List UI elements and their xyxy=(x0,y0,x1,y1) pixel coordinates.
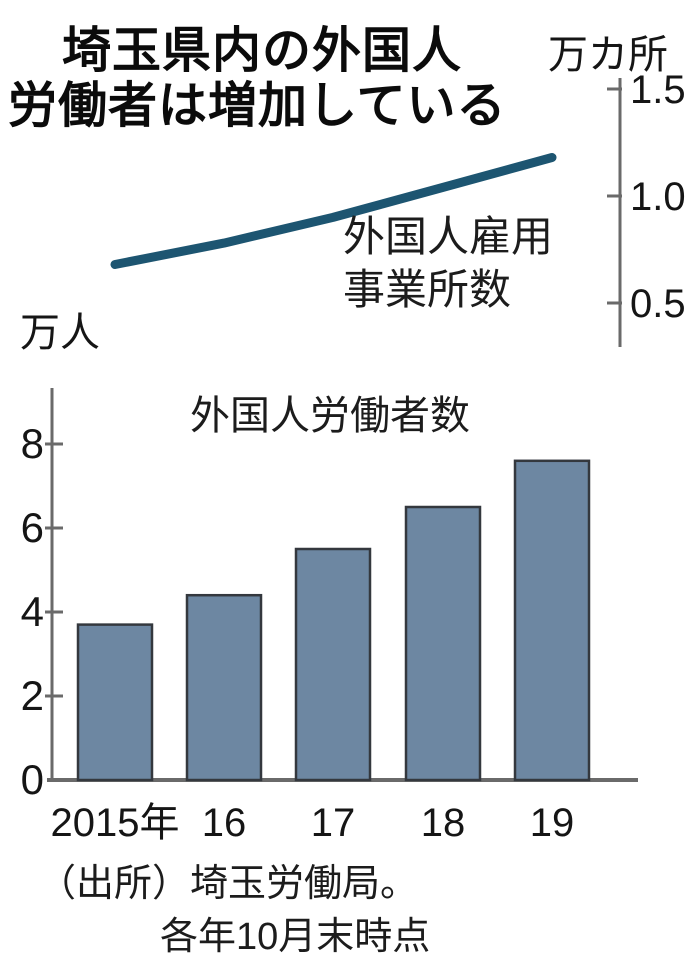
bar-chart-x-tick-label: 2015年 xyxy=(51,801,180,845)
page-title: 埼玉県内の外国人 労働者は増加している xyxy=(8,24,507,134)
line-chart-y-tick-label: 1.0 xyxy=(630,175,686,219)
line-chart-y-tick-label: 1.5 xyxy=(630,68,686,112)
line-series-label-line-1: 外国人雇用 xyxy=(343,213,554,260)
bar-chart-y-tick-label: 6 xyxy=(21,504,44,551)
bar-chart-x-tick-label: 17 xyxy=(311,801,356,845)
page-title-line-2: 労働者は増加している xyxy=(8,79,507,133)
page-title-line-1: 埼玉県内の外国人 xyxy=(62,24,463,78)
line-series-label-line-2: 事業所数 xyxy=(343,266,512,313)
line-series-label: 外国人雇用 事業所数 xyxy=(343,210,553,316)
bar-chart-title: 外国人労働者数 xyxy=(190,394,470,438)
line-chart-y-tick-label: 0.5 xyxy=(630,282,686,326)
bar-chart-y-tick-label: 8 xyxy=(21,420,44,467)
source-note-line-2: 各年10月末時点 xyxy=(160,916,431,958)
bar-chart-x-tick-label: 19 xyxy=(530,801,575,845)
bar-16 xyxy=(185,593,263,782)
bar-chart-x-tick-label: 18 xyxy=(421,801,466,845)
source-note-line-1: （出所）埼玉労働局。 xyxy=(38,863,419,905)
bar-chart-x-tick-label: 16 xyxy=(202,801,247,845)
bar-2015年 xyxy=(76,623,154,782)
line-chart: 1.5 1.0 0.5 xyxy=(110,68,686,347)
bar-chart-y-tick-label: 4 xyxy=(21,588,44,635)
bar-chart: 0 2 4 6 8 2015年 16 17 18 19 xyxy=(21,388,638,845)
bar-17 xyxy=(294,547,372,782)
bar-chart-unit-label: 万人 xyxy=(20,311,100,355)
line-chart-unit-label: 万カ所 xyxy=(548,33,668,77)
bar-chart-y-tick-label: 2 xyxy=(21,672,44,719)
line-series-establishments xyxy=(110,153,557,269)
bar-18 xyxy=(404,505,482,782)
bar-chart-y-tick-label: 0 xyxy=(21,756,44,803)
bar-19 xyxy=(513,459,591,782)
